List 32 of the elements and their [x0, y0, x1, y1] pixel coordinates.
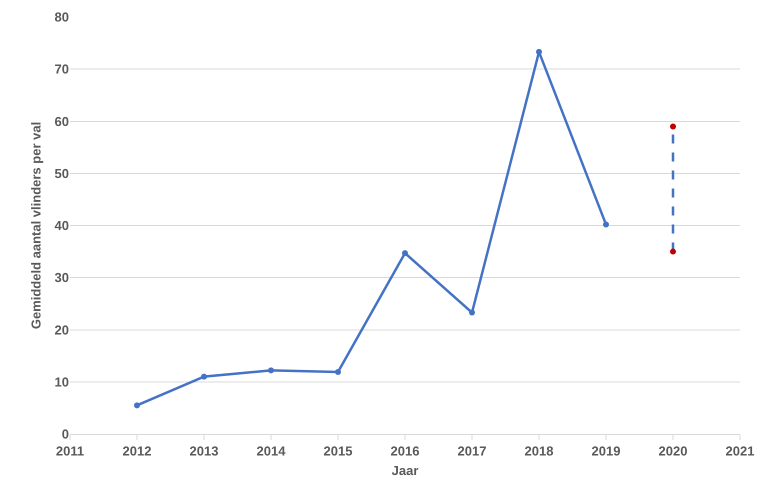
x-tick-label: 2018: [524, 444, 554, 459]
y-axis-title: Gemiddeld aantal vlinders per val: [28, 122, 44, 330]
x-tick-label: 2013: [190, 444, 218, 459]
y-tick-label: 0: [62, 426, 69, 442]
x-tick-label: 2020: [658, 444, 688, 459]
x-tick-label: 2014: [256, 444, 286, 459]
y-tick-label: 30: [54, 270, 69, 286]
x-axis-title: Jaar: [392, 463, 418, 478]
x-tick-label: 2012: [122, 444, 152, 459]
y-tick-label: 20: [54, 322, 69, 338]
x-tick-label: 2016: [390, 444, 420, 459]
point: [134, 402, 140, 408]
y-tick-label: 10: [54, 374, 69, 390]
point: [201, 374, 207, 380]
y-tick-label: 50: [54, 166, 69, 181]
point: [670, 248, 676, 255]
point: [402, 250, 408, 256]
x-tick-label: 2021: [726, 444, 754, 459]
point: [536, 48, 542, 55]
point: [268, 367, 274, 374]
x-tick-label: 2017: [458, 444, 486, 459]
x-tick-label: 2015: [324, 444, 352, 459]
y-tick-label: 70: [54, 62, 69, 77]
x-tick-label: 2019: [592, 444, 620, 459]
x-tick-label: 2011: [56, 444, 84, 459]
point: [603, 221, 609, 228]
y-tick-label: 60: [54, 114, 69, 129]
point: [670, 123, 676, 130]
y-tick-label: 80: [54, 10, 69, 25]
y-tick-label: 40: [54, 218, 69, 234]
point: [335, 368, 341, 375]
point: [469, 310, 475, 316]
